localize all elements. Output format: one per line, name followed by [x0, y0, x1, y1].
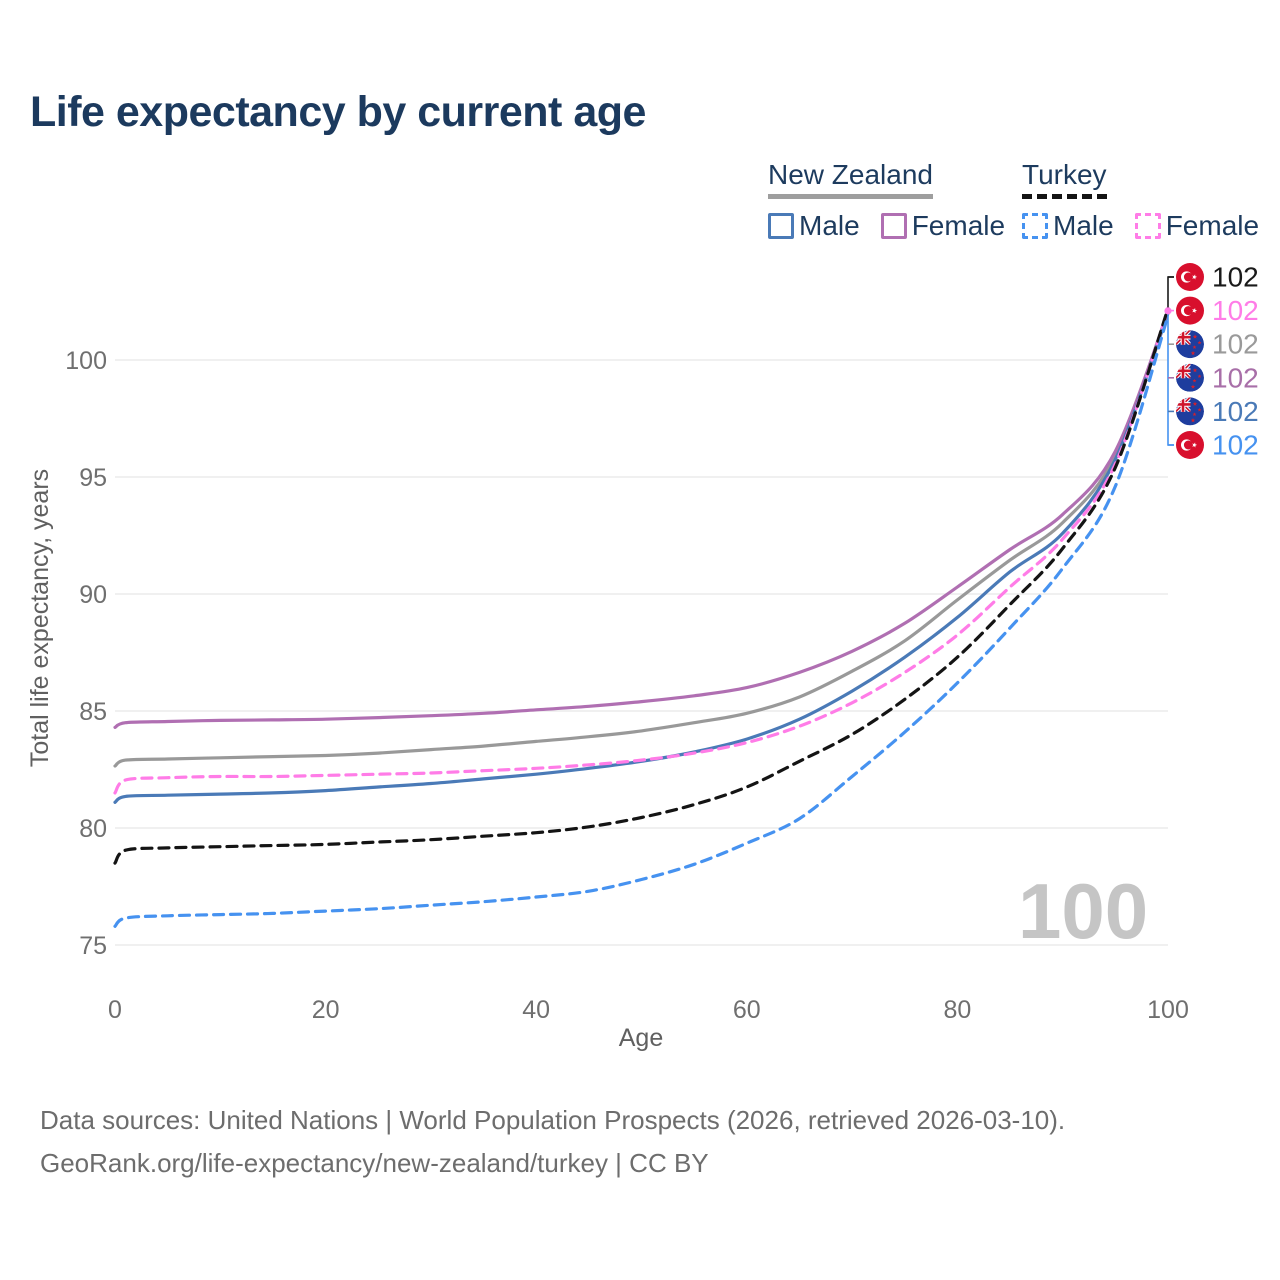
legend-item-label: Female [1165, 210, 1260, 241]
series-line-new-zealand [113, 309, 1170, 768]
legend-group-new-zealand: New Zealand Male Female [768, 159, 1005, 242]
new-zealand-flag-icon [1176, 397, 1204, 426]
x-tick-label: 60 [733, 996, 761, 1024]
x-tick-label: 100 [1147, 996, 1189, 1024]
end-value-label: 102 [1212, 329, 1259, 360]
legend-item-turkey-male[interactable]: Male [1022, 210, 1114, 242]
legend-country-turkey[interactable]: Turkey [1022, 159, 1107, 199]
series-line-turkey [113, 306, 1170, 865]
legend-item-turkey-female[interactable]: Female [1134, 210, 1260, 242]
new-zealand-flag-icon [1176, 330, 1204, 359]
legend-item-label: Female [911, 210, 1006, 241]
end-value-label: 102 [1212, 396, 1259, 427]
end-value-label: 102 [1212, 362, 1259, 393]
attribution-line: GeoRank.org/life-expectancy/new-zealand/… [40, 1148, 709, 1178]
x-axis-title: Age [619, 1024, 663, 1052]
legend-item-nz-female[interactable]: Female [880, 210, 1006, 242]
series-line-turkey-male [113, 313, 1170, 928]
legend-row-turkey: Male Female [1022, 210, 1259, 242]
legend-item-label: Male [799, 210, 860, 241]
series-line-turkey-female [113, 308, 1170, 795]
end-value-label: 102 [1212, 262, 1259, 293]
footer: Data sources: United Nations | World Pop… [40, 1105, 1065, 1191]
end-value-label: 102 [1212, 430, 1259, 461]
turkey-flag-icon [1176, 296, 1204, 325]
legend-row-new-zealand: Male Female [768, 210, 1005, 242]
series-line-new-zealand-male [113, 311, 1170, 804]
y-axis-title: Total life expectancy, years [26, 469, 54, 767]
y-tick-label: 90 [79, 581, 107, 609]
x-tick-label: 0 [108, 996, 122, 1024]
legend-group-turkey: Turkey Male Female [1022, 159, 1259, 242]
legend-country-new-zealand[interactable]: New Zealand [768, 159, 933, 199]
leader-line [1167, 312, 1174, 446]
turkey-flag-icon [1176, 431, 1204, 459]
y-tick-label: 100 [65, 347, 107, 375]
y-tick-label: 95 [79, 464, 107, 492]
leader-line [1167, 276, 1174, 309]
new-zealand-flag-icon [1176, 363, 1204, 392]
legend-item-nz-male[interactable]: Male [768, 210, 860, 242]
x-tick-label: 80 [943, 996, 971, 1024]
current-age-indicator: 100 [1018, 867, 1149, 955]
end-value-label: 102 [1212, 295, 1259, 326]
page-title: Life expectancy by current age [30, 88, 646, 136]
turkey-female-swatch-icon [1134, 213, 1161, 239]
x-tick-label: 20 [312, 996, 340, 1024]
y-tick-label: 75 [79, 932, 107, 960]
nz-female-swatch-icon [880, 213, 907, 239]
y-tick-label: 80 [79, 815, 107, 843]
turkey-flag-icon [1176, 263, 1204, 291]
legend-item-label: Male [1053, 210, 1114, 241]
series-line-new-zealand-female [113, 310, 1170, 729]
data-sources-line: Data sources: United Nations | World Pop… [40, 1105, 1066, 1135]
nz-male-swatch-icon [768, 213, 794, 239]
x-tick-label: 40 [522, 996, 550, 1024]
y-tick-label: 85 [79, 698, 107, 726]
turkey-male-swatch-icon [1022, 213, 1048, 239]
